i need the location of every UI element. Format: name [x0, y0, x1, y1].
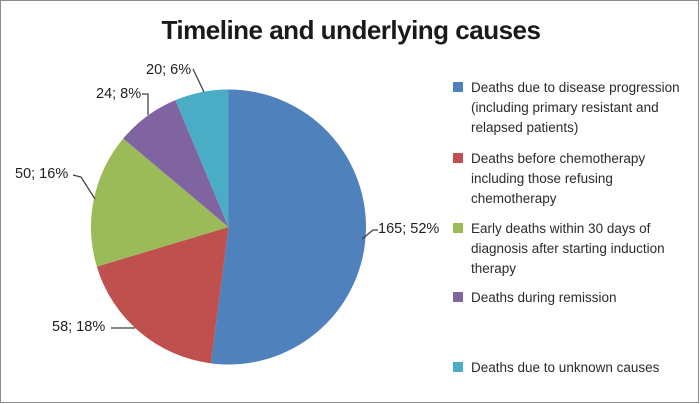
legend: Deaths due to disease progression (inclu…	[453, 1, 695, 402]
data-label-2: 50; 16%	[15, 166, 69, 182]
legend-color-swatch-4	[453, 362, 463, 372]
leader-line-0	[361, 229, 378, 240]
legend-item-0: Deaths due to disease progression (inclu…	[453, 78, 686, 138]
legend-item-label-0: Deaths due to disease progression (inclu…	[471, 80, 680, 135]
data-label-4: 20; 6%	[146, 62, 192, 78]
legend-item-4: Deaths due to unknown causes	[453, 358, 686, 378]
legend-color-swatch-0	[453, 82, 463, 92]
data-label-0: 165; 52%	[378, 221, 440, 237]
leader-line-3	[142, 93, 149, 115]
chart-title: Timeline and underlying causes	[161, 15, 541, 45]
legend-item-3: Deaths during remission	[453, 288, 686, 308]
pie-slice-4	[175, 89, 229, 227]
legend-color-swatch-3	[453, 292, 463, 302]
legend-item-1: Deaths before chemotherapy including tho…	[453, 149, 686, 209]
data-label-3: 24; 8%	[96, 86, 142, 102]
legend-color-swatch-2	[453, 223, 463, 233]
pie-slice-3	[123, 100, 229, 227]
legend-item-label-1: Deaths before chemotherapy including tho…	[471, 151, 646, 206]
leader-lines-group	[72, 68, 378, 329]
pie-slice-0	[210, 89, 366, 365]
pie-slice-1	[96, 227, 229, 364]
leader-line-2	[72, 174, 96, 200]
legend-color-swatch-1	[453, 153, 463, 163]
legend-item-label-2: Early deaths within 30 days of diagnosis…	[471, 221, 665, 276]
pie-slices-group	[90, 89, 366, 365]
leader-line-4	[192, 68, 205, 93]
legend-item-label-3: Deaths during remission	[471, 290, 617, 305]
data-label-1: 58; 18%	[52, 319, 106, 335]
legend-item-2: Early deaths within 30 days of diagnosis…	[453, 219, 686, 279]
pie-slice-2	[90, 138, 229, 267]
legend-item-label-4: Deaths due to unknown causes	[471, 360, 660, 375]
